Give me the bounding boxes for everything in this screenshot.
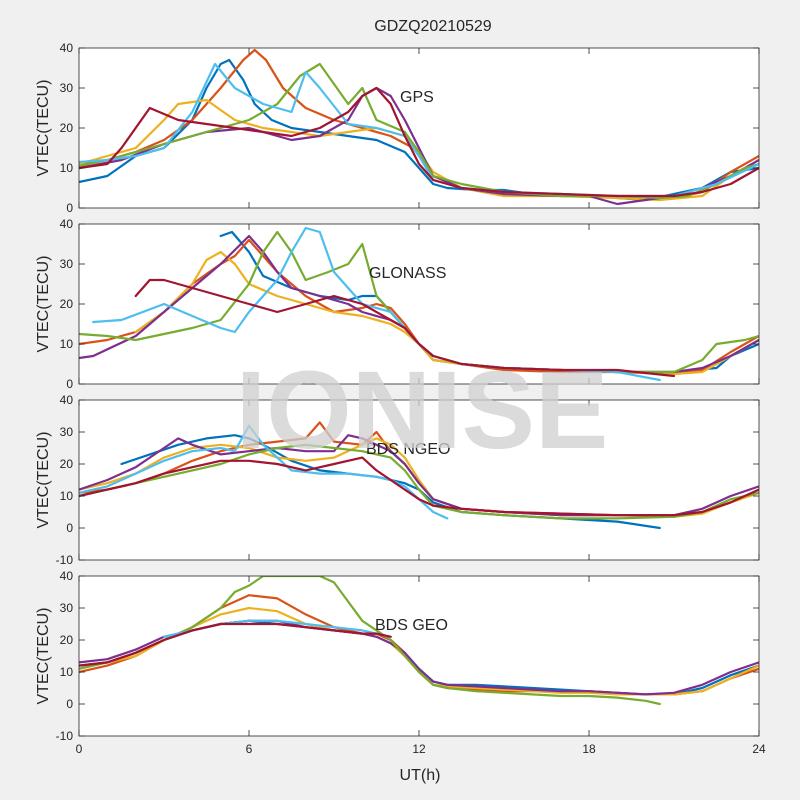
y-tick-label: 30: [60, 81, 74, 95]
chart-panels: 0 10 20 30 40 VTEC(TECU) GPS 0 10 20 30 40 VTEC(TECU…: [35, 41, 766, 756]
series-line: [79, 86, 759, 198]
y-tick-label: 20: [60, 457, 74, 471]
y-tick-label: 10: [60, 489, 74, 503]
y-axis-label: VTEC(TECU): [35, 608, 52, 705]
y-tick-label: 10: [60, 665, 74, 679]
y-tick-label: 0: [66, 521, 73, 535]
series-group: [79, 421, 759, 530]
panel-label: BDS GEO: [375, 617, 448, 634]
y-tick-label: 0: [66, 697, 73, 711]
y-tick-label: 40: [60, 569, 74, 583]
x-tick-label: 18: [582, 742, 596, 756]
y-tick-label: 0: [66, 201, 73, 215]
y-tick-label: 40: [60, 217, 74, 231]
series-line: [79, 86, 759, 206]
series-line: [134, 278, 676, 378]
plot-area: [79, 576, 759, 736]
y-tick-label: 20: [60, 297, 74, 311]
series-group: [79, 48, 759, 206]
series-group: [79, 226, 759, 382]
series-line: [79, 443, 759, 520]
series-line: [79, 230, 759, 374]
panel-label: GLONASS: [369, 265, 446, 282]
y-tick-label: -10: [56, 553, 74, 567]
y-tick-label: 40: [60, 393, 74, 407]
series-line: [79, 576, 661, 706]
panel-label: BDS NGEO: [366, 441, 450, 458]
x-tick-label: 0: [76, 742, 83, 756]
plot-area: [79, 224, 759, 384]
plot-area: [79, 48, 759, 208]
y-tick-label: 0: [66, 377, 73, 391]
series-line: [79, 424, 449, 520]
series-line: [79, 62, 759, 200]
x-tick-label: 12: [412, 742, 426, 756]
y-tick-label: 10: [60, 161, 74, 175]
panel-bds-ngeo: -10 0 10 20 30 40 VTEC(TECU) BDS NGEO: [35, 393, 760, 567]
y-axis-label: VTEC(TECU): [35, 432, 52, 529]
y-axis-label: VTEC(TECU): [35, 80, 52, 177]
y-axis-label: VTEC(TECU): [35, 256, 52, 353]
watermark: IONISE: [236, 349, 609, 472]
series-line: [79, 622, 392, 667]
x-axis-label: UT(h): [400, 767, 441, 784]
y-tick-label: 10: [60, 337, 74, 351]
panel-label: GPS: [400, 89, 434, 106]
panel-glonass: 0 10 20 30 40 VTEC(TECU) GLONASS: [35, 217, 760, 391]
panel-gps: 0 10 20 30 40 VTEC(TECU) GPS: [35, 41, 760, 215]
y-tick-label: 30: [60, 601, 74, 615]
series-line: [79, 456, 759, 517]
x-tick-label: 24: [752, 742, 766, 756]
series-group: [79, 576, 759, 706]
y-tick-label: 20: [60, 633, 74, 647]
y-tick-label: -10: [56, 729, 74, 743]
y-tick-label: 20: [60, 121, 74, 135]
y-tick-label: 30: [60, 257, 74, 271]
figure-title: GDZQ20210529: [374, 18, 492, 35]
y-tick-label: 40: [60, 41, 74, 55]
y-tick-label: 30: [60, 425, 74, 439]
x-tick-label: 6: [246, 742, 253, 756]
